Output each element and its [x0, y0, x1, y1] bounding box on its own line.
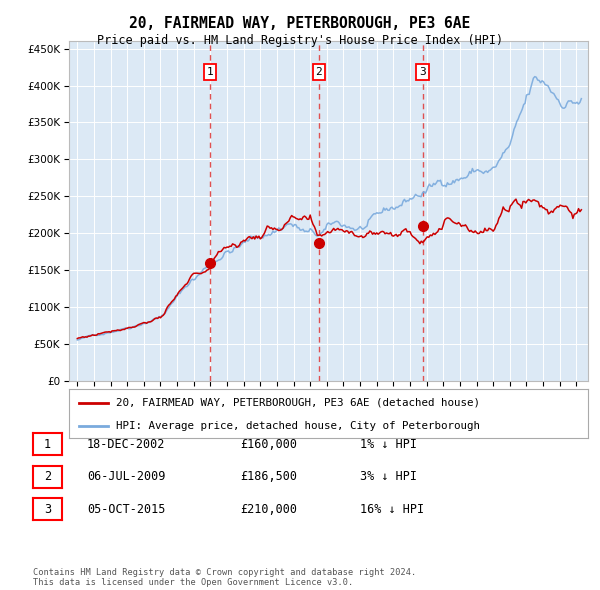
Text: £186,500: £186,500: [240, 470, 297, 483]
Text: 2: 2: [316, 67, 322, 77]
Text: 3: 3: [419, 67, 426, 77]
Text: HPI: Average price, detached house, City of Peterborough: HPI: Average price, detached house, City…: [116, 421, 480, 431]
Text: 20, FAIRMEAD WAY, PETERBOROUGH, PE3 6AE: 20, FAIRMEAD WAY, PETERBOROUGH, PE3 6AE: [130, 16, 470, 31]
Text: 16% ↓ HPI: 16% ↓ HPI: [360, 503, 424, 516]
Text: 18-DEC-2002: 18-DEC-2002: [87, 438, 166, 451]
Text: Price paid vs. HM Land Registry's House Price Index (HPI): Price paid vs. HM Land Registry's House …: [97, 34, 503, 47]
Text: 1% ↓ HPI: 1% ↓ HPI: [360, 438, 417, 451]
Text: 05-OCT-2015: 05-OCT-2015: [87, 503, 166, 516]
Text: 20, FAIRMEAD WAY, PETERBOROUGH, PE3 6AE (detached house): 20, FAIRMEAD WAY, PETERBOROUGH, PE3 6AE …: [116, 398, 480, 408]
Text: £160,000: £160,000: [240, 438, 297, 451]
Text: £210,000: £210,000: [240, 503, 297, 516]
Text: 2: 2: [44, 470, 51, 483]
Text: Contains HM Land Registry data © Crown copyright and database right 2024.
This d: Contains HM Land Registry data © Crown c…: [33, 568, 416, 587]
Text: 1: 1: [44, 438, 51, 451]
Text: 06-JUL-2009: 06-JUL-2009: [87, 470, 166, 483]
Text: 1: 1: [206, 67, 213, 77]
Text: 3: 3: [44, 503, 51, 516]
Text: 3% ↓ HPI: 3% ↓ HPI: [360, 470, 417, 483]
